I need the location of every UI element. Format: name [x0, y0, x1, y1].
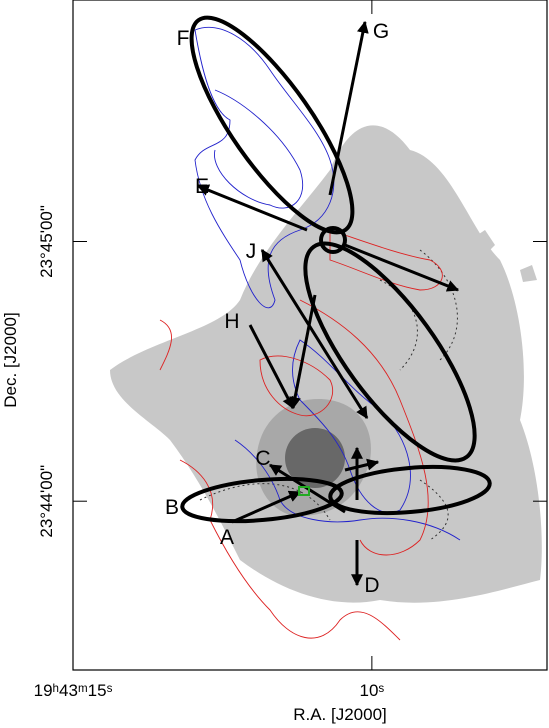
y-tick-label: 23°44'00": [37, 465, 56, 538]
x-tick-label: 10ˢ: [360, 681, 385, 700]
overlay-shapes: [180, 15, 492, 587]
annotation: H: [224, 310, 239, 333]
annotation: B: [165, 496, 179, 519]
plot-frame: [72, 0, 548, 671]
x-axis-label: R.A. [J2000]: [293, 705, 387, 724]
map-background: [110, 125, 542, 603]
annotation: D: [364, 574, 379, 597]
annotation: C: [255, 447, 270, 470]
annotation: G: [373, 20, 389, 43]
y-axis-label: Dec. [J2000]: [1, 312, 20, 407]
annotation: J: [246, 240, 257, 263]
y-tick-label: 23°45'00": [37, 205, 56, 278]
x-tick-label: 19ʰ43ᵐ15ˢ: [34, 681, 113, 700]
annotation: A: [220, 526, 234, 549]
annotation: F: [177, 27, 190, 50]
annotation: E: [195, 175, 209, 198]
